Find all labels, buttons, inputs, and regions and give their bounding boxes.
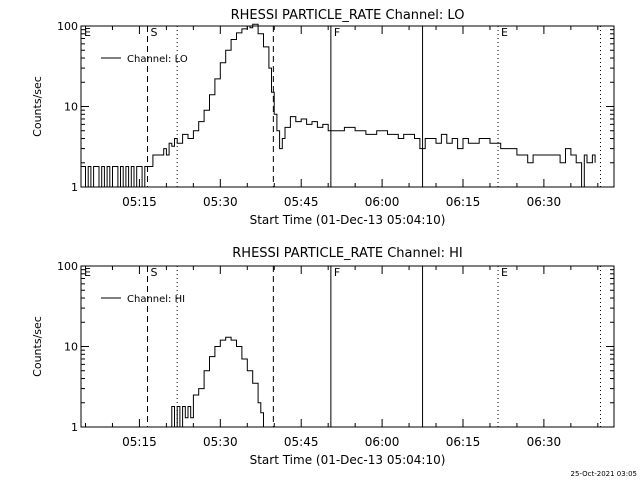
x-tick-label: 06:30 bbox=[527, 195, 562, 209]
y-tick-label: 1 bbox=[71, 181, 78, 194]
y-axis-label: Counts/sec bbox=[31, 76, 44, 137]
x-tick-label: 05:15 bbox=[122, 195, 157, 209]
x-tick-label: 05:15 bbox=[122, 435, 157, 449]
event-marker-label: S bbox=[151, 266, 158, 279]
x-axis-label: Start Time (01-Dec-13 05:04:10) bbox=[250, 213, 446, 227]
y-tick-label: 100 bbox=[57, 260, 78, 273]
y-tick-label: 10 bbox=[64, 341, 78, 354]
event-marker-label: F bbox=[334, 26, 340, 39]
x-tick-label: 05:30 bbox=[203, 435, 238, 449]
x-tick-label: 06:15 bbox=[446, 195, 481, 209]
y-tick-label: 10 bbox=[64, 101, 78, 114]
x-tick-label: 05:30 bbox=[203, 195, 238, 209]
legend-label: Channel: LO bbox=[127, 54, 188, 65]
y-tick-label: 100 bbox=[57, 20, 78, 33]
event-marker-label: E bbox=[501, 26, 508, 39]
series-line-0 bbox=[169, 336, 264, 428]
chart-title: RHESSI PARTICLE_RATE Channel: HI bbox=[232, 246, 462, 261]
event-marker-label: E bbox=[501, 266, 508, 279]
x-tick-label: 06:00 bbox=[365, 435, 400, 449]
event-marker-label: E bbox=[84, 26, 91, 39]
chart-title: RHESSI PARTICLE_RATE Channel: LO bbox=[231, 8, 465, 23]
x-axis-label: Start Time (01-Dec-13 05:04:10) bbox=[250, 453, 446, 467]
legend-label: Channel: HI bbox=[127, 294, 185, 305]
event-marker-label: F bbox=[334, 266, 340, 279]
x-tick-label: 05:45 bbox=[284, 195, 319, 209]
y-axis-label: Counts/sec bbox=[31, 316, 44, 377]
x-tick-label: 05:45 bbox=[284, 435, 319, 449]
plot-frame bbox=[80, 25, 615, 188]
y-tick-label: 1 bbox=[71, 421, 78, 434]
footer-timestamp: 25-Oct-2021 03:05 bbox=[570, 470, 637, 478]
x-tick-label: 06:30 bbox=[527, 435, 562, 449]
event-marker-label: S bbox=[151, 26, 158, 39]
series-line-0 bbox=[81, 23, 596, 188]
x-tick-label: 06:15 bbox=[446, 435, 481, 449]
plot-frame bbox=[80, 265, 615, 428]
event-marker-label: E bbox=[84, 266, 91, 279]
x-tick-label: 06:00 bbox=[365, 195, 400, 209]
